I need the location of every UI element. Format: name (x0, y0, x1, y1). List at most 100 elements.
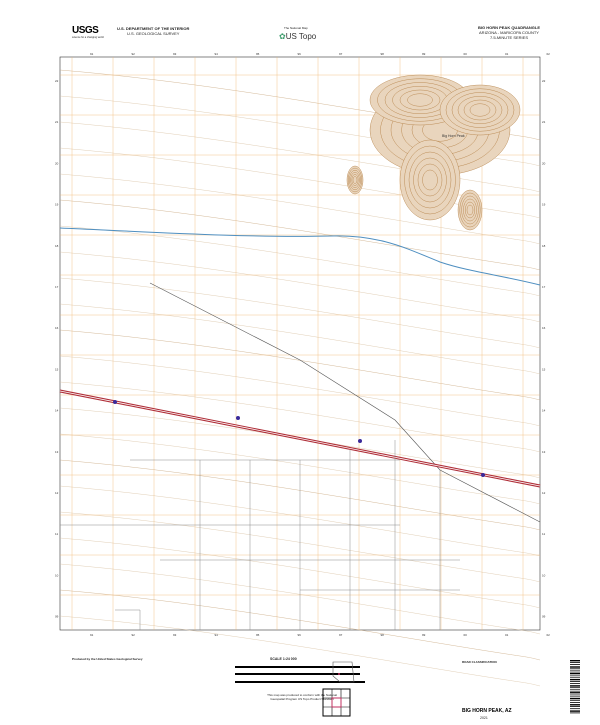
mountain-contour (417, 163, 443, 197)
mountain-contour (463, 198, 477, 222)
right-tick-label: 20 (542, 161, 546, 165)
right-tick-label: 09 (542, 615, 546, 619)
barcode-bar (570, 664, 580, 665)
state-county: ARIZONA - MARICOPA COUNTY (479, 30, 539, 35)
right-tick-label: 15 (542, 367, 546, 371)
barcode-bar (570, 676, 580, 678)
contour-line (59, 121, 541, 193)
barcode-bar (570, 704, 580, 706)
bottom-tick-label: 02 (547, 633, 551, 637)
peak-label: Big Horn Peak (442, 134, 465, 138)
usgs-tagline: science for a changing world (72, 36, 104, 39)
mountain-contour (348, 167, 363, 193)
barcode-bar (570, 702, 580, 703)
top-tick-label: 92 (132, 52, 136, 56)
interchange-markers (113, 400, 485, 477)
contour-line (59, 615, 541, 687)
top-tick-label: 96 (298, 52, 302, 56)
usgs-logo: USGS (72, 25, 99, 36)
contour-line (59, 485, 541, 557)
mountain-contour (407, 93, 433, 107)
contour-line (59, 225, 541, 297)
contour-line (59, 251, 541, 323)
mountain-contour (451, 92, 509, 128)
mountain-contour (404, 145, 456, 215)
right-tick-label: 14 (542, 409, 546, 413)
contour-line (59, 537, 541, 609)
barcode-bar (570, 681, 580, 682)
barcode-bar (570, 668, 580, 670)
barcode-bar (570, 699, 580, 701)
left-tick-label: 17 (55, 285, 59, 289)
mountain-contour (408, 151, 452, 209)
top-tick-label: 02 (547, 52, 551, 56)
contour-line (59, 69, 541, 141)
barcode-bar (570, 710, 580, 712)
mountain-contour (352, 176, 358, 184)
barcode-bar (570, 685, 580, 687)
interstate-median (59, 390, 541, 487)
bottom-tick-label: 99 (422, 633, 426, 637)
left-tick-label: 18 (55, 244, 59, 248)
bottom-tick-label: 97 (339, 633, 343, 637)
barcode-bar (570, 706, 580, 707)
standard-note: This map was produced to conform with th… (267, 693, 337, 701)
contour-line (59, 381, 541, 453)
contour-line (59, 589, 541, 661)
barcode-bar (570, 672, 580, 674)
bottom-tick-label: 01 (505, 633, 509, 637)
barcode-bar (570, 660, 580, 662)
mountain-contour (465, 201, 476, 219)
arizona-locator-map (332, 661, 355, 683)
top-tick-label: 94 (215, 52, 219, 56)
producer-note: Produced by the United States Geological… (72, 657, 143, 661)
mountain-contour (466, 204, 474, 216)
barcode (570, 660, 580, 714)
contour-line (59, 147, 541, 219)
mountain-contour (422, 169, 438, 191)
contour-line (59, 277, 541, 349)
mountain-contour (459, 192, 481, 228)
left-tick-label: 11 (55, 532, 58, 536)
left-tick-label: 12 (55, 491, 59, 495)
right-tick-label: 21 (542, 120, 546, 124)
mountain-contour (413, 157, 447, 203)
right-tick-label: 17 (542, 285, 546, 289)
series: 7.5-MINUTE SERIES (489, 35, 528, 40)
left-tick-label: 19 (55, 203, 59, 207)
contour-lines (59, 69, 541, 687)
barcode-bar (570, 691, 580, 693)
mountain-contour (461, 195, 479, 225)
scale-bars (235, 666, 365, 683)
footer-map-title: BIG HORN PEAK, AZ (462, 708, 512, 714)
grid-ticks: 91 91 92 92 93 93 94 94 95 95 96 96 97 97 98 98 99 99 00 00… (55, 52, 550, 637)
wash-river (59, 227, 541, 286)
left-tick-label: 22 (55, 79, 59, 83)
contour-line (59, 199, 541, 271)
railroad-road (149, 282, 541, 523)
contour-line (59, 173, 541, 245)
top-tick-label: 01 (505, 52, 509, 56)
bottom-tick-label: 93 (173, 633, 177, 637)
barcode-bar (570, 674, 580, 676)
right-tick-label: 10 (542, 573, 546, 577)
map-year: 2021 (480, 716, 488, 720)
barcode-bar (570, 666, 580, 668)
road-classification-legend: ROAD CLASSIFICATION (462, 660, 497, 664)
mountain-contour (469, 103, 491, 117)
left-tick-label: 10 (55, 573, 59, 577)
right-tick-label: 13 (542, 450, 546, 454)
top-tick-label: 95 (256, 52, 260, 56)
contour-line (59, 433, 541, 505)
barcode-bar (570, 695, 580, 697)
barcode-bar (570, 678, 580, 681)
mountain-contour (439, 84, 521, 136)
right-tick-label: 16 (542, 326, 546, 330)
bottom-tick-label: 00 (464, 633, 468, 637)
national-map-label: The National Map (284, 26, 308, 30)
bottom-tick-label: 98 (381, 633, 385, 637)
top-tick-label: 97 (339, 52, 343, 56)
adjoining-quadrangles-diagram (322, 688, 351, 717)
barcode-bar (570, 689, 580, 691)
